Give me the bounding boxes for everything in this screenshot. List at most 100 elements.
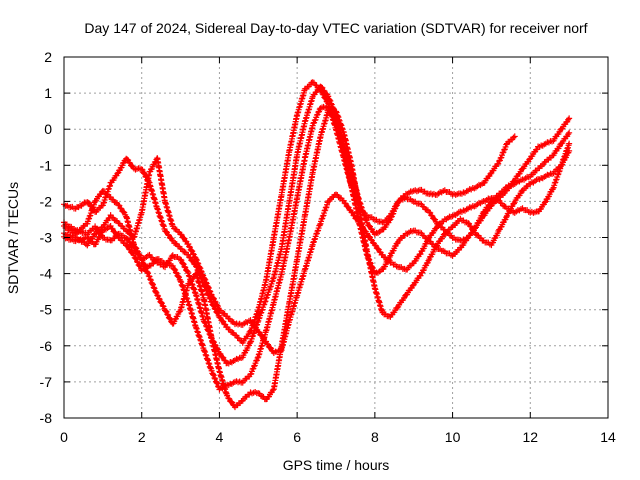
data-point <box>205 284 212 291</box>
data-point <box>203 279 210 286</box>
data-point <box>126 246 133 253</box>
data-point <box>150 284 157 291</box>
data-point <box>269 387 276 394</box>
data-point <box>138 256 145 263</box>
data-point <box>180 234 187 241</box>
data-point <box>216 350 223 357</box>
data-point <box>510 134 517 141</box>
data-point <box>147 276 154 283</box>
data-point <box>211 374 218 381</box>
data-point <box>251 323 258 330</box>
data-point <box>126 159 133 166</box>
data-point <box>409 282 416 289</box>
data-point <box>326 96 333 103</box>
data-point <box>210 372 217 379</box>
x-axis-label: GPS time / hours <box>283 457 390 473</box>
data-point <box>327 97 334 104</box>
data-point <box>255 328 262 335</box>
data-point <box>205 284 212 291</box>
data-point <box>134 258 141 265</box>
data-point <box>214 302 221 309</box>
data-point <box>186 254 193 261</box>
data-point <box>202 276 209 283</box>
chart-title: Day 147 of 2024, Sidereal Day-to-day VTE… <box>84 20 587 36</box>
data-point <box>216 314 223 321</box>
data-point <box>199 271 206 278</box>
data-point <box>376 248 383 255</box>
data-point <box>175 273 182 280</box>
y-tick-label: -1 <box>40 157 53 173</box>
data-point <box>566 115 573 122</box>
data-point <box>141 262 148 269</box>
x-tick-label: 8 <box>371 429 379 445</box>
data-point <box>124 156 131 163</box>
data-point <box>417 272 424 279</box>
data-point <box>190 250 197 257</box>
data-point <box>366 222 373 229</box>
data-point <box>266 344 273 351</box>
data-series <box>61 79 573 411</box>
data-point <box>108 225 115 232</box>
data-point <box>213 379 220 386</box>
data-point <box>487 170 494 177</box>
data-point <box>260 335 267 342</box>
y-tick-label: 0 <box>44 121 52 137</box>
data-point <box>374 245 381 252</box>
data-point <box>193 257 200 264</box>
y-axis-label: SDTVAR / TECUs <box>5 182 21 294</box>
data-point <box>353 215 360 222</box>
y-tick-label: -2 <box>40 193 53 209</box>
data-point <box>208 367 215 374</box>
data-point <box>164 311 171 318</box>
data-point <box>541 199 548 206</box>
data-point <box>181 263 188 270</box>
data-point <box>386 217 393 224</box>
data-point <box>371 242 378 249</box>
data-point <box>142 265 149 272</box>
data-point <box>141 170 148 177</box>
data-point <box>115 202 122 209</box>
data-point <box>221 321 228 328</box>
x-tick-label: 4 <box>216 429 224 445</box>
data-point <box>114 170 121 177</box>
data-point <box>162 308 169 315</box>
data-point <box>249 320 256 327</box>
data-point <box>264 340 271 347</box>
data-point <box>138 166 145 173</box>
data-point <box>467 223 474 230</box>
data-point <box>426 209 433 216</box>
data-point <box>219 354 226 361</box>
data-point <box>258 332 265 339</box>
y-tick-label: 2 <box>44 49 52 65</box>
data-point <box>117 205 124 212</box>
data-point <box>158 299 165 306</box>
data-point <box>150 281 157 288</box>
data-point <box>144 269 151 276</box>
data-point <box>195 260 202 267</box>
series-trace-4 <box>61 107 573 411</box>
data-point <box>171 266 178 273</box>
axis-ticks <box>63 56 609 419</box>
data-point <box>147 277 154 284</box>
data-point <box>154 292 161 299</box>
data-point <box>394 304 401 311</box>
data-point <box>146 273 153 280</box>
data-point <box>149 280 156 287</box>
data-point <box>211 298 218 305</box>
data-point <box>428 212 435 219</box>
data-point <box>193 256 200 263</box>
y-tick-label: -6 <box>40 338 53 354</box>
data-point <box>140 261 147 268</box>
data-point <box>142 264 149 271</box>
data-point <box>201 275 208 282</box>
data-point <box>225 395 232 402</box>
y-tick-label: 1 <box>44 85 52 101</box>
data-point <box>495 160 502 167</box>
data-point <box>166 315 173 322</box>
data-point <box>124 235 131 242</box>
data-point <box>566 140 573 147</box>
y-tick-label: -4 <box>40 266 53 282</box>
data-point <box>145 270 152 277</box>
data-point <box>350 212 357 219</box>
